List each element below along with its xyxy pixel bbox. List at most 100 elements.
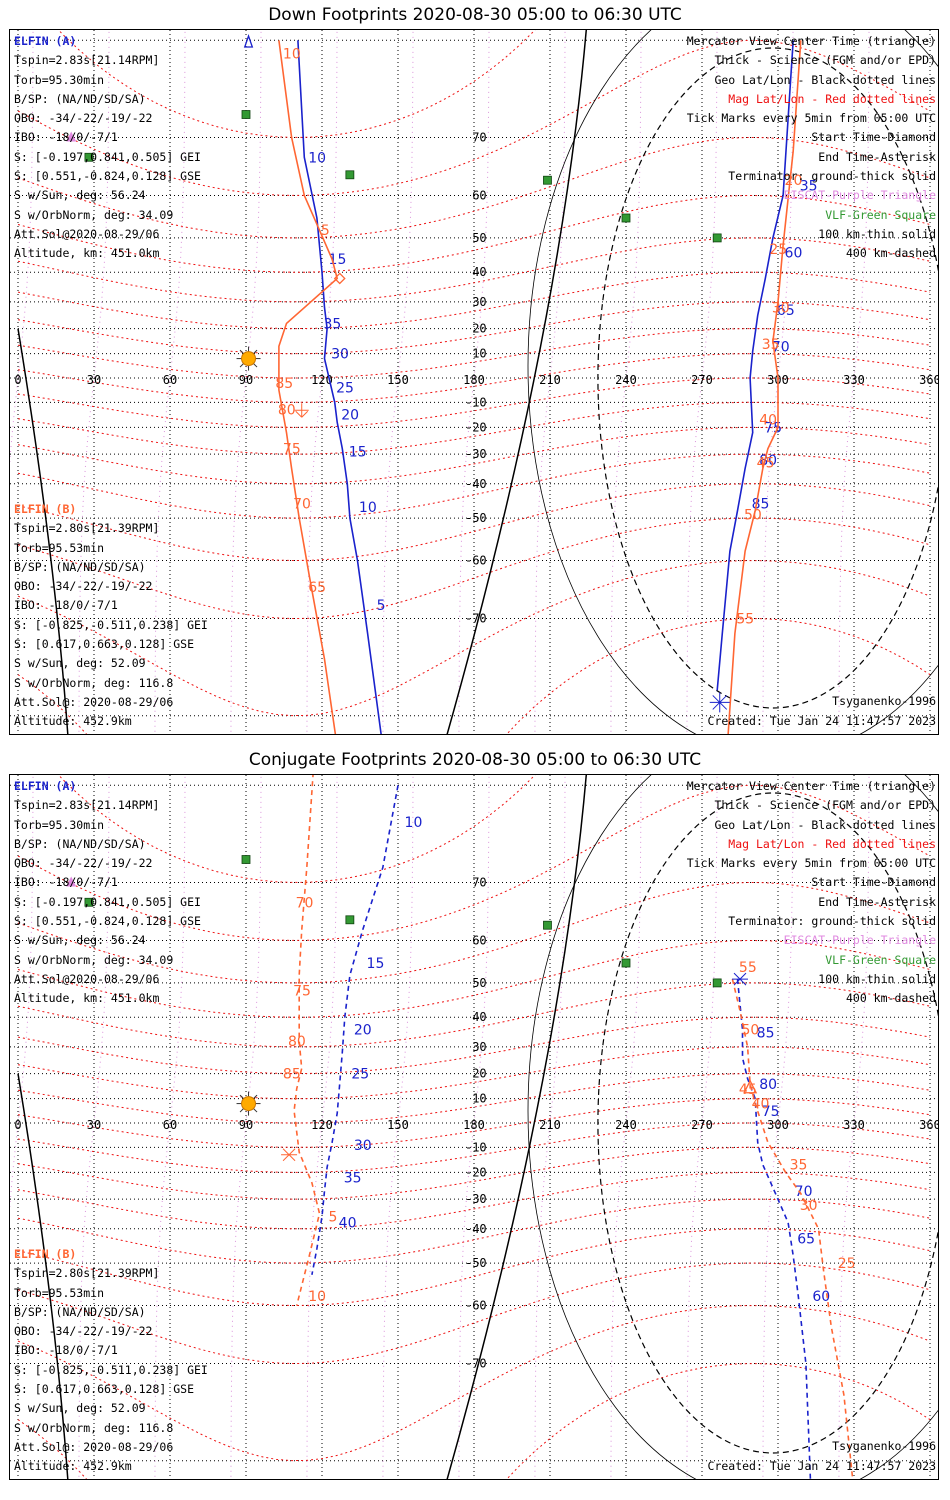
legend-entry: Mercator View Center Time (triangle) [686, 779, 936, 793]
vlf-station-marker [712, 978, 722, 988]
vlf-station-marker [345, 915, 355, 925]
time-tick-label: 65 [797, 1231, 815, 1247]
elfin-b-info-line: Att.Sol@: 2020-08-29/06 [14, 694, 174, 709]
elfin-a-info-line: Tspin=2.83s[21.14RPM] [14, 53, 160, 68]
time-tick-label: 75 [283, 442, 301, 458]
end-time-asterisk [281, 1148, 298, 1162]
lat-tick-label: -30 [465, 1192, 487, 1206]
legend-entry: Thick - Science (FGM and/or EPD) [714, 53, 936, 68]
legend-entry: 400 km-dashed [845, 246, 936, 261]
mag-lat-line [57, 30, 536, 138]
mag-lat-line [17, 1046, 931, 1100]
end-time-asterisk [709, 692, 730, 713]
legend-entry: VLF-Green Square [825, 952, 936, 967]
elfin-b-info-line: Altitude: 452.9km [14, 1459, 132, 1474]
lon-tick-label: 210 [539, 1118, 561, 1132]
elfin-a-info-line: OBO: -34/-22/-19/-22 [14, 856, 153, 871]
mag-lon-line [382, 775, 414, 1479]
elfin-b-info-line: IBO: -18/0/-7/1 [14, 1343, 118, 1358]
mag-lon-line [686, 775, 718, 1479]
footprint-trace [297, 40, 382, 734]
mag-lat-line [17, 1228, 931, 1307]
elfin-b-info: ELFIN (B) Tspin=2.80s[21.39RPM] Torb=95.53… [14, 1245, 208, 1477]
sun-ray [253, 349, 258, 354]
lon-tick-label: 120 [311, 1118, 333, 1132]
mag-lat-line [17, 328, 931, 379]
elfin-a-info-line: Altitude, km: 451.0km [14, 246, 160, 261]
time-tick-label: 55 [736, 612, 754, 628]
legend-entry: Mag Lat/Lon - Red dotted lines [728, 836, 936, 851]
elfin-b-info-line: Att.Sol@: 2020-08-29/06 [14, 1439, 174, 1454]
lon-tick-label: 180 [463, 1118, 485, 1132]
time-tick-label: 80 [278, 403, 296, 419]
time-tick-label: 10 [283, 47, 301, 63]
lat-tick-label: 10 [472, 1092, 486, 1106]
elfin-b-info-line: S: [-0.825,-0.511,0.238] GEI [14, 617, 208, 632]
legend-entry: Mercator View Center Time (triangle) [686, 34, 936, 48]
eiscat-marker [66, 876, 77, 887]
time-tick-label: 15 [367, 956, 385, 972]
time-tick-label: 35 [344, 1171, 362, 1187]
elfin-b-header: ELFIN (B) [14, 1247, 77, 1261]
time-tick-label: 10 [308, 150, 326, 166]
time-tick-label: 10 [405, 815, 423, 831]
mag-lat-line [17, 1122, 931, 1173]
chart-title: Down Footprints 2020-08-30 05:00 to 06:3… [268, 5, 682, 25]
mag-lon-line [78, 775, 110, 1479]
lon-tick-label: 330 [843, 373, 865, 387]
mag-lon-line [230, 775, 262, 1479]
mag-lon-line [534, 30, 566, 734]
time-tick-label: 25 [838, 1256, 856, 1272]
eiscat-marker [66, 131, 77, 142]
elfin-a-info-line: Att.Sol@2020-08-29/06 [14, 971, 160, 986]
lat-tick-label: 30 [472, 1040, 486, 1054]
time-tick-label: 20 [341, 408, 359, 424]
elfin-b-info-line: B/SP: (NA/ND/SD/SA) [14, 1304, 146, 1319]
lat-tick-label: -40 [465, 477, 487, 491]
legend-entry: Start Time-Diamond [811, 130, 936, 145]
legend-entry: 400 km-dashed [845, 991, 936, 1006]
created-label: Created: Tue Jan 24 11:47:57 2023 [707, 1459, 936, 1473]
mag-lon-line [458, 775, 490, 1479]
lon-tick-label: 360 [919, 373, 941, 387]
lon-tick-label: 180 [463, 373, 485, 387]
lat-tick-label: 30 [472, 295, 486, 309]
lon-tick-label: 240 [615, 1118, 637, 1132]
lon-tick-label: 120 [311, 373, 333, 387]
range-100km [527, 30, 938, 734]
legend-entry: Tick Marks every 5min from 05:00 UTC [686, 111, 936, 126]
elfin-b-info-line: Torb=95.53min [14, 540, 105, 555]
legend-entry: End Time-Asterisk [818, 149, 936, 164]
time-tick-label: 35 [323, 316, 341, 332]
center-time-triangle [243, 34, 254, 48]
sun-ray [239, 349, 244, 354]
elfin-a-info-line: S w/OrbNorm, deg: 34.09 [14, 952, 174, 967]
range-400km [597, 47, 938, 709]
time-tick-label: 15 [349, 444, 367, 460]
elfin-b-info-line: S: [0.617,0.663,0.128] GSE [14, 1382, 195, 1397]
time-tick-label: 40 [339, 1216, 357, 1232]
created-label: Created: Tue Jan 24 11:47:57 2023 [707, 714, 936, 728]
map-legend: Mercator View Center Time (triangle) Thic… [687, 777, 936, 1009]
mag-lat-line [17, 1073, 931, 1124]
legend-entry: Tick Marks every 5min from 05:00 UTC [686, 856, 936, 871]
lat-tick-label: 50 [472, 231, 486, 245]
mag-lat-line [17, 194, 931, 273]
footprint-trace [293, 775, 321, 1306]
time-tick-label: 30 [800, 1198, 818, 1214]
lat-tick-label: -40 [465, 1222, 487, 1236]
elfin-a-info-line: S w/Sun, deg: 56.24 [14, 933, 146, 948]
mag-lat-line [57, 775, 536, 883]
mag-lat-line [17, 237, 931, 303]
elfin-b-info: ELFIN (B) Tspin=2.80s[21.39RPM] Torb=95.53… [14, 500, 208, 732]
lat-tick-label: 70 [472, 875, 486, 889]
lat-tick-label: 40 [472, 1010, 486, 1024]
plot-area: 0 30 60 90 120 150 180 210 240 270 300 330 360 70 60 50… [10, 775, 938, 1479]
legend-entry: VLF-Green Square [825, 207, 936, 222]
time-tick-label: 50 [741, 1023, 759, 1039]
time-tick-label: 35 [762, 337, 780, 353]
vlf-station-marker [345, 170, 355, 180]
mag-lat-line [17, 483, 931, 562]
time-tick-label: 20 [785, 173, 803, 189]
mag-lat-line [17, 881, 931, 984]
